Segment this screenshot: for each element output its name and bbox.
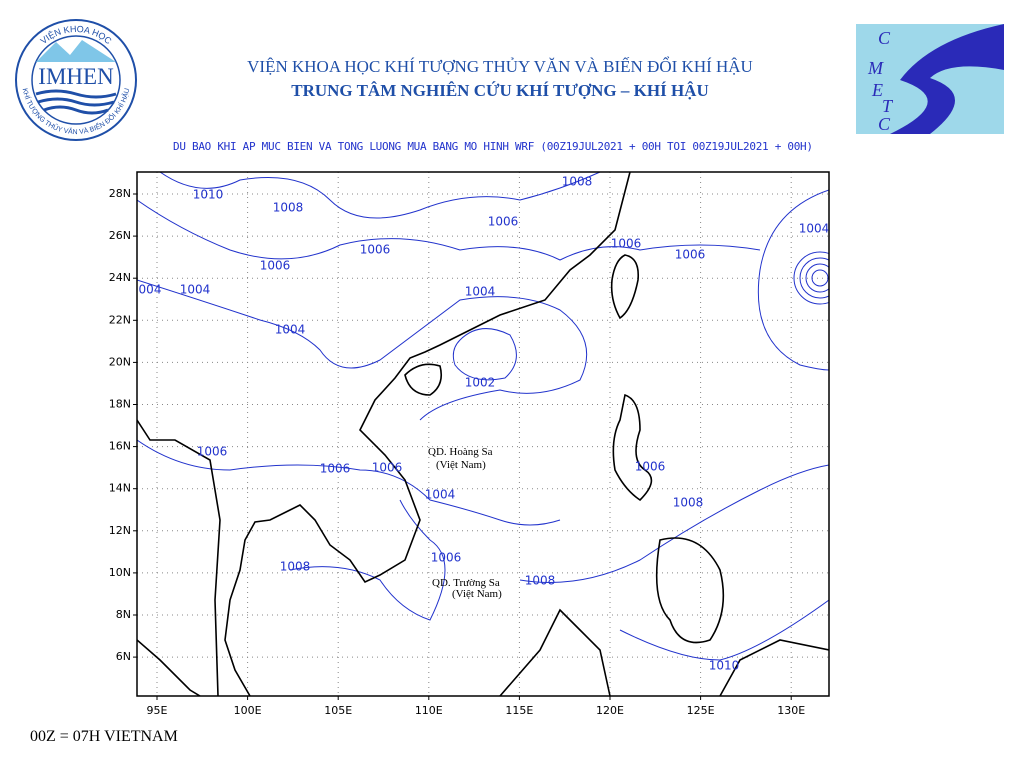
lon-tick-label: 105E [324,704,352,717]
isobar [793,251,829,305]
isobar [452,328,517,381]
coastline [719,639,829,696]
contour-label: 1006 [675,248,706,262]
contour-label: 1010 [709,659,740,673]
lon-tick-label: 115E [505,704,533,717]
map-title: DU BAO KHI AP MUC BIEN VA TONG LUONG MUA… [173,140,813,153]
contour-label: 1008 [562,175,593,189]
annotation: QD. Hoàng Sa [428,446,493,458]
contour-label: 1008 [525,574,556,588]
footer-note: 00Z = 07H VIETNAM [30,728,178,745]
contour-label: 1006 [635,460,666,474]
isobar [137,199,761,261]
isobar [519,464,829,583]
isobar [289,499,446,621]
contour-label: 1006 [488,215,519,229]
isobar [137,439,561,526]
coastline [137,419,221,696]
lat-tick-label: 6N [116,650,131,663]
contour-label: 1006 [320,462,351,476]
coastline [610,254,640,320]
logo-letter: T [882,96,894,116]
contour-label: 1006 [611,237,642,251]
contour-labels: 1010 1008 1008 1006 1006 1006 1006 1006 … [139,175,830,673]
contour-label: 1006 [197,445,228,459]
isobar [137,279,588,421]
logo-letter: C [878,28,891,48]
coastline [137,639,201,696]
lon-tick-label: 95E [147,704,168,717]
isobar [805,263,829,293]
coastline [655,537,725,644]
contour-label: 1008 [273,201,304,215]
contour-label: 1004 [465,285,496,299]
contour-label: 1010 [193,188,224,202]
contour-label: 1004 [180,283,211,297]
lat-tick-label: 16N [109,440,131,453]
logo-name: IMHEN [38,64,114,89]
coastline [612,393,653,502]
lon-tick-label: 120E [596,704,624,717]
coastline [499,608,611,696]
contour-label: 1008 [673,496,704,510]
contour-label: 1008 [280,560,311,574]
logo-letter: C [878,114,891,134]
lat-tick-label: 20N [109,355,131,368]
lat-tick-label: 22N [109,313,131,326]
isobar [757,189,829,371]
coastline [224,172,631,696]
contour-label: 1002 [465,376,496,390]
cmetc-logo: C M E T C [856,24,1004,134]
annotation: (Việt Nam) [452,588,502,600]
map-frame [136,171,830,697]
lon-tick-label: 130E [777,704,805,717]
center-title: TRUNG TÂM NGHIÊN CỨU KHÍ TƯỢNG – KHÍ HẬU [291,81,708,100]
lat-tick-label: 28N [109,187,131,200]
map-content [137,172,829,696]
lat-tick-label: 12N [109,524,131,537]
logo-letter: M [867,58,884,78]
contour-label: 004 [139,283,162,297]
grid [133,172,829,700]
imhen-logo: IMHEN VIỆN KHOA HỌC KHÍ TƯỢNG THỦY VĂN V… [15,19,137,141]
annotation: (Việt Nam) [436,459,486,471]
lat-tick-label: 14N [109,482,131,495]
contour-label: 1006 [431,551,462,565]
contour-label: 1004 [425,488,456,502]
annotation: QD. Trường Sa [432,577,500,589]
isobar [159,172,601,219]
lon-tick-label: 125E [687,704,715,717]
isobar [619,599,829,661]
logo-letter: E [871,80,883,100]
contour-label: 1004 [799,222,830,236]
coastline [404,363,443,396]
contour-label: 1006 [360,243,391,257]
lat-tick-label: 24N [109,271,131,284]
lat-tick-label: 18N [109,398,131,411]
lat-tick-label: 26N [109,229,131,242]
contour-label: 1006 [372,461,403,475]
lon-tick-label: 100E [234,704,262,717]
isobar [811,269,829,287]
institute-title: VIỆN KHOA HỌC KHÍ TƯỢNG THỦY VĂN VÀ BIẾN… [247,56,753,76]
lat-tick-label: 10N [109,566,131,579]
contour-label: 1006 [260,259,291,273]
lat-tick-label: 8N [116,608,131,621]
lon-tick-label: 110E [415,704,443,717]
isobar [799,257,829,299]
contour-label: 1004 [275,323,306,337]
